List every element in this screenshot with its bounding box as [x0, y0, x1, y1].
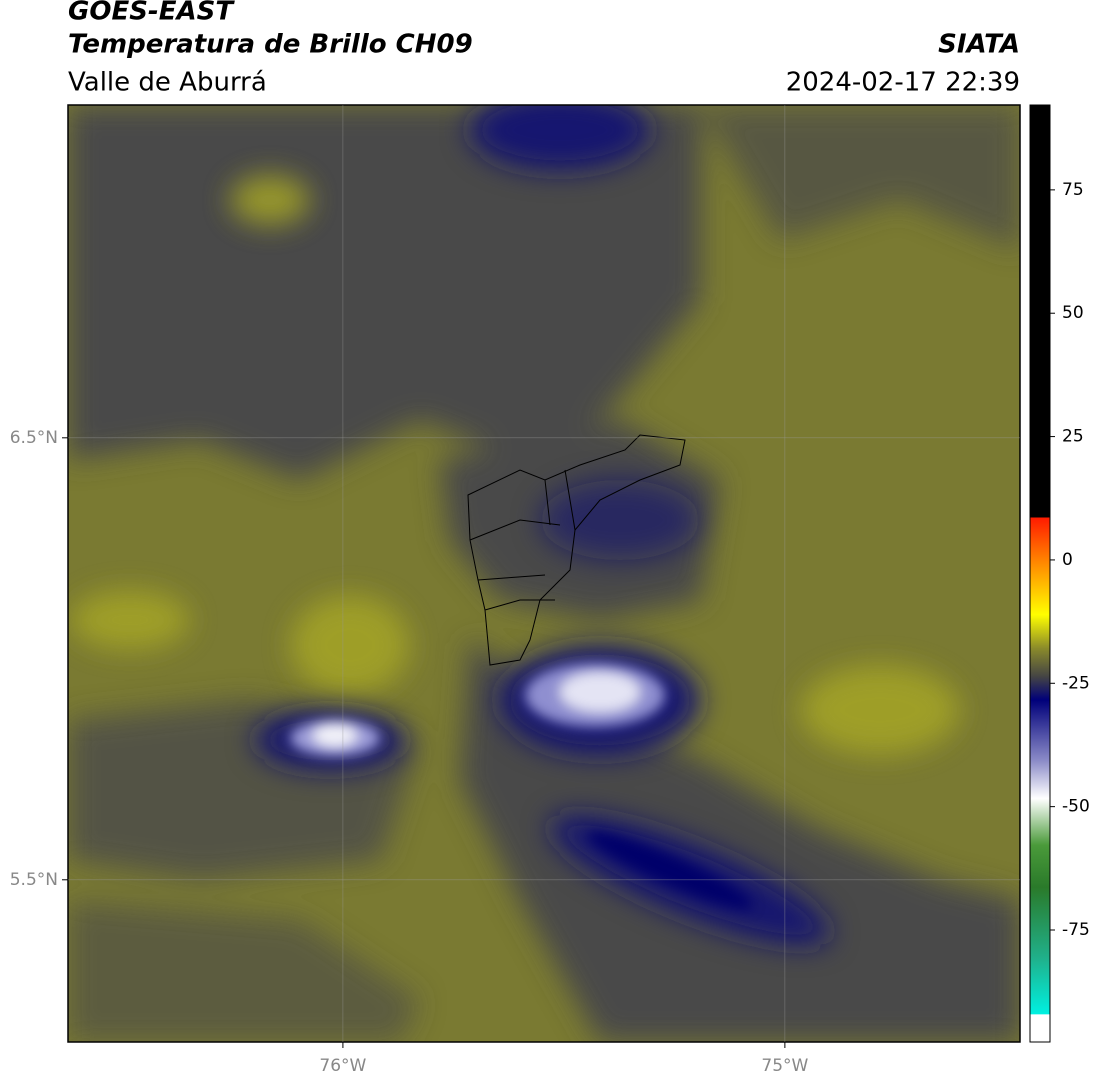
y-tick-label: 6.5°N: [10, 428, 58, 448]
colorbar-tick-label: 50: [1062, 303, 1084, 323]
colorbar: [1029, 104, 1051, 1043]
datetime: 2024-02-17 22:39: [786, 68, 1020, 98]
subtitle: Temperatura de Brillo CH09: [68, 30, 473, 60]
region: Valle de Aburrá: [68, 68, 267, 98]
x-tick-label: 75°W: [761, 1056, 808, 1076]
colorbar-tick-label: -75: [1062, 920, 1090, 940]
colorbar-tick-label: -25: [1062, 673, 1090, 693]
y-tick-label: 5.5°N: [10, 870, 58, 890]
colorbar-tick-label: 0: [1062, 550, 1073, 570]
map-image: [68, 105, 1020, 1042]
colorbar-tick-label: -50: [1062, 797, 1090, 817]
colorbar-tick-label: 25: [1062, 427, 1084, 447]
title: GOES-EAST: [68, 0, 235, 27]
map-frame: [67, 104, 1021, 1043]
source: SIATA: [938, 30, 1020, 60]
colorbar-tick-label: 75: [1062, 180, 1084, 200]
x-tick-label: 76°W: [319, 1056, 366, 1076]
